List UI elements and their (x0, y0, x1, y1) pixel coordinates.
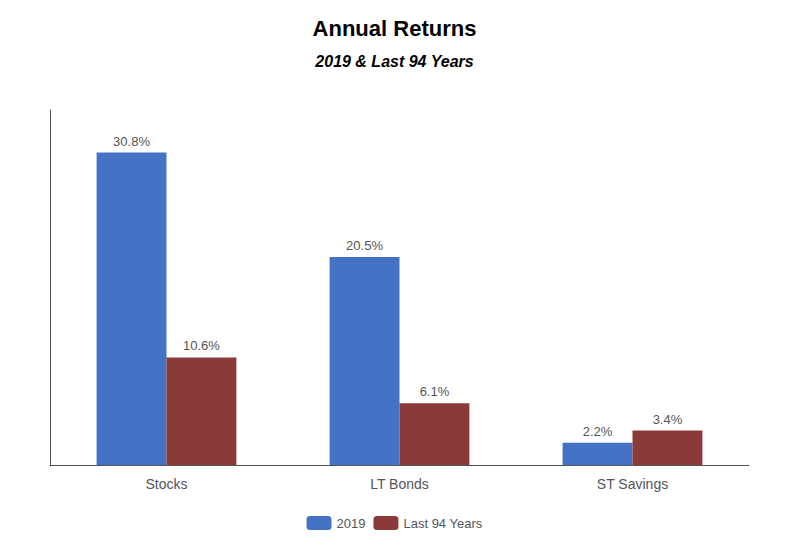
svg-text:LT Bonds: LT Bonds (370, 476, 429, 492)
svg-text:10.6%: 10.6% (183, 338, 220, 353)
svg-text:Annual Returns: Annual Returns (313, 16, 477, 41)
svg-text:Last 94 Years: Last 94 Years (403, 516, 482, 531)
svg-text:30.8%: 30.8% (113, 134, 150, 149)
svg-text:6.1%: 6.1% (420, 384, 450, 399)
svg-text:2.2%: 2.2% (583, 424, 613, 439)
svg-text:Stocks: Stocks (145, 476, 187, 492)
svg-text:ST Savings: ST Savings (597, 476, 668, 492)
svg-text:2019 & Last 94 Years: 2019 & Last 94 Years (314, 53, 473, 70)
svg-text:20.5%: 20.5% (346, 238, 383, 253)
svg-text:3.4%: 3.4% (653, 412, 683, 427)
svg-text:2019: 2019 (337, 516, 366, 531)
